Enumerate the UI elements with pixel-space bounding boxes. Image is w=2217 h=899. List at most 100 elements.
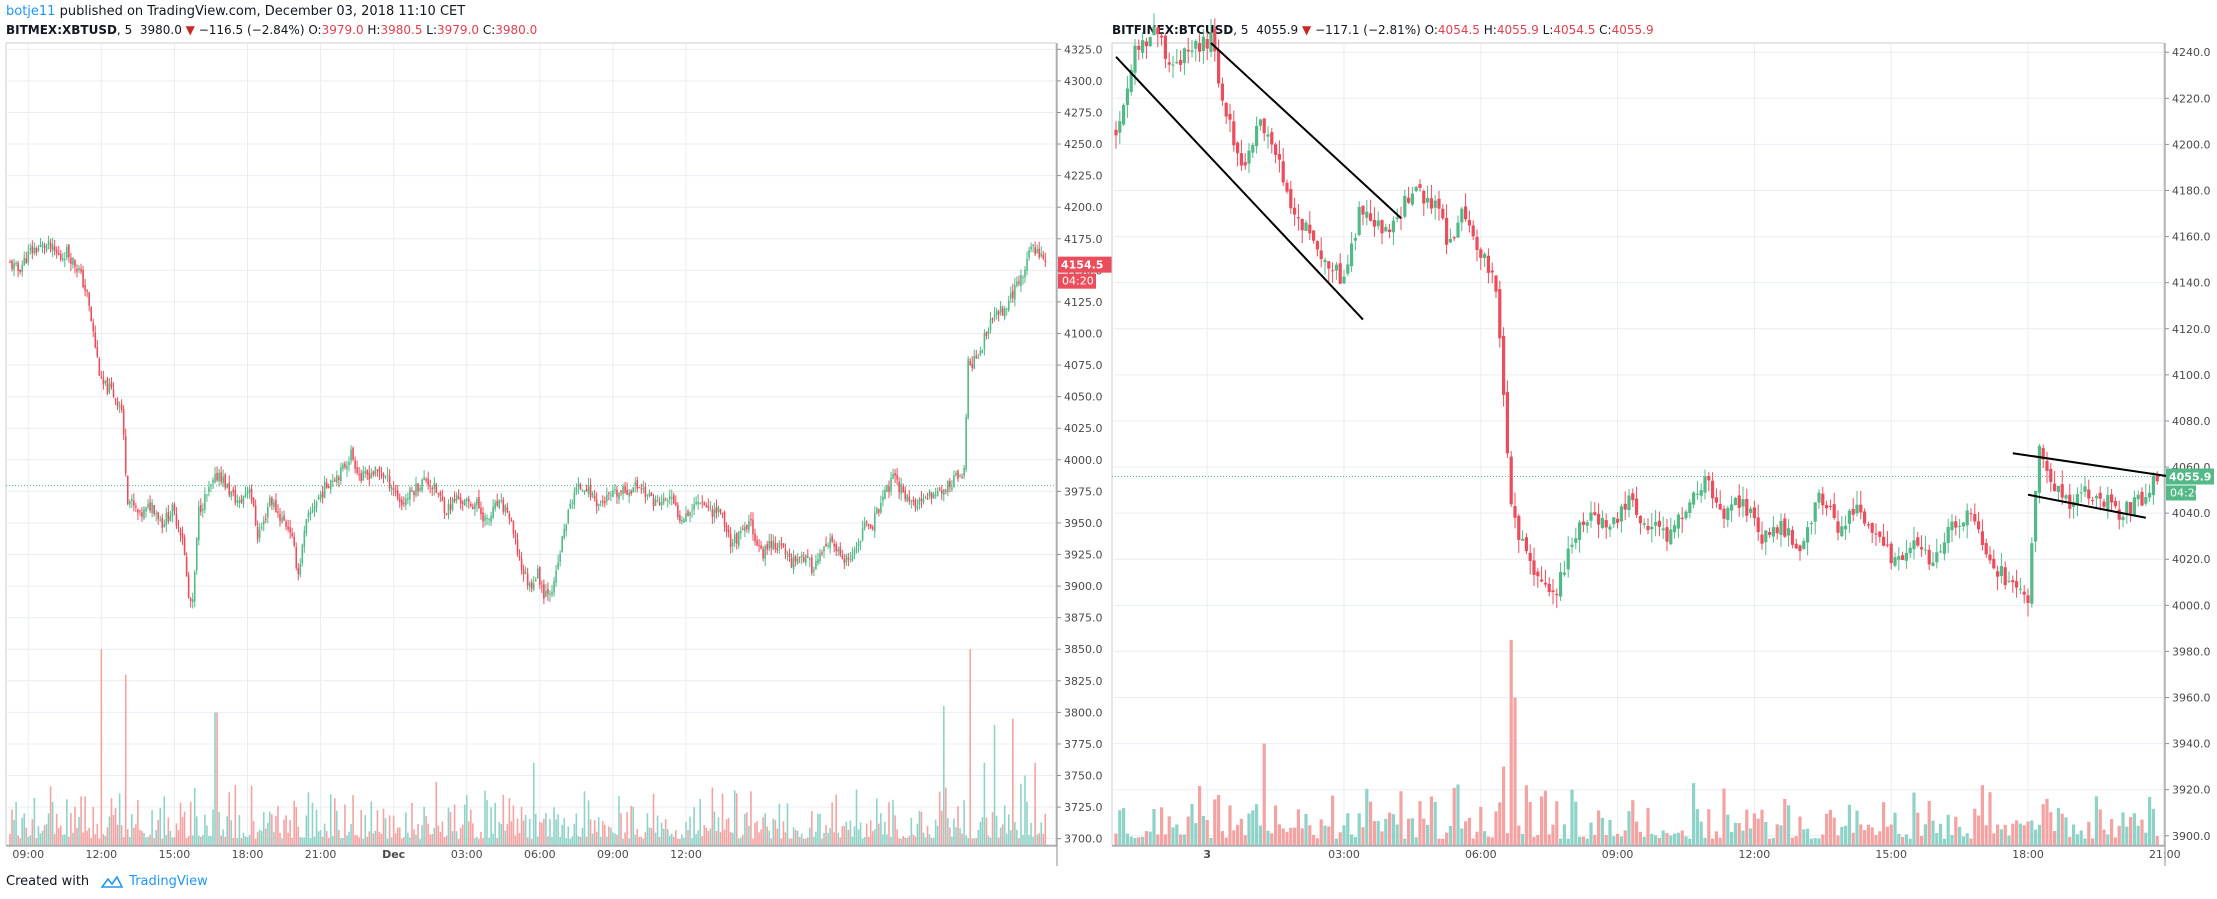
volume-bar [1912,792,1916,845]
tradingview-link[interactable]: TradingView [129,874,208,889]
volume-bar [945,787,947,845]
candle-body [1205,39,1209,49]
y-tick-label: 4100.0 [2172,369,2211,382]
candle-body [699,502,701,504]
candle-body [1001,308,1004,316]
candle-body [1935,552,1939,563]
volume-bar [599,836,602,845]
candle-body [1923,549,1927,551]
candle-body [120,404,123,410]
candle-body [124,436,127,474]
volume-bar [595,831,598,845]
candle-body [1916,537,1920,546]
candle-body [400,500,403,506]
volume-bar [670,833,673,845]
candle-body [301,545,304,564]
volume-bar [137,799,139,845]
volume-bar [742,834,744,845]
volume-bar [384,818,387,845]
x-tick-label: 09:00 [1602,848,1634,861]
volume-bar [800,833,803,845]
volume-bar [591,833,594,845]
candle-body [2083,486,2087,492]
candle-body [1551,590,1555,592]
volume-bar [1118,810,1122,845]
volume-bar [776,828,779,845]
volume-bar [687,830,689,845]
volume-bar [287,832,289,845]
candle-body [1190,50,1194,52]
volume-bar [1361,827,1365,845]
volume-bar [859,822,862,845]
volume-bar [433,828,436,845]
volume-bar [1028,834,1030,845]
volume-bar [206,825,208,845]
candle-body [977,357,980,359]
candle-body [1494,275,1498,292]
candle-body [165,512,168,526]
candle-body [321,491,324,498]
volume-bar [413,829,415,845]
candle-body [376,469,379,471]
candle-body [2056,485,2060,493]
candle-body [985,331,988,336]
candle-body [147,503,149,507]
y-tick-label: 4300.0 [1064,75,1103,88]
volume-bar [886,834,888,845]
candle-body [1289,189,1293,209]
volume-bar [400,838,403,845]
volume-bar [1293,827,1297,845]
volume-bar [510,821,513,845]
candle-body [677,505,679,518]
candle-body [1365,211,1369,218]
candle-body [1144,41,1148,47]
candle-body [441,496,444,501]
volume-bar [715,830,718,845]
candle-body [608,492,610,494]
candle-body [1498,289,1502,339]
volume-bar [906,837,909,845]
candle-body [372,471,375,475]
candle-body [827,545,829,547]
volume-bar [183,811,186,845]
candle-body [334,479,336,482]
candle-body [1543,582,1547,585]
volume-bar [33,797,36,845]
volume-bar [96,823,99,845]
candle-body [837,549,840,552]
volume-bar [55,813,58,845]
volume-bar [309,837,312,845]
volume-bar [1156,834,1160,845]
candle-body [1540,579,1544,582]
x-tick-label: 06:00 [524,848,556,861]
volume-bar [711,787,714,845]
volume-bar [230,820,233,845]
candle-body [1293,207,1297,215]
candle-body [1874,533,1878,535]
volume-bar [1665,833,1669,845]
volume-bar [352,795,354,845]
volume-bar [912,834,915,845]
candle-body [281,517,283,522]
volume-bar [1022,834,1024,845]
candle-body [1452,237,1456,239]
volume-bar [2148,796,2152,845]
candle-body [1483,253,1487,259]
volume-bar [1931,820,1935,845]
candle-body [581,489,584,492]
volume-bar [2125,826,2129,845]
volume-bar [758,832,760,845]
volume-bar [151,810,153,845]
candle-body [1703,476,1707,493]
y-tick-label: 4125.0 [1064,296,1103,309]
volume-bar [1760,809,1764,845]
author-link[interactable]: botje11 [6,4,56,19]
volume-bar [212,809,214,845]
volume-bar [1608,819,1612,845]
candle-body [157,512,159,520]
candle-body [1517,515,1521,540]
candle-body [1638,516,1642,524]
candle-body [1505,391,1509,454]
symbol-name[interactable]: BITMEX:XBTUSD [6,23,117,37]
